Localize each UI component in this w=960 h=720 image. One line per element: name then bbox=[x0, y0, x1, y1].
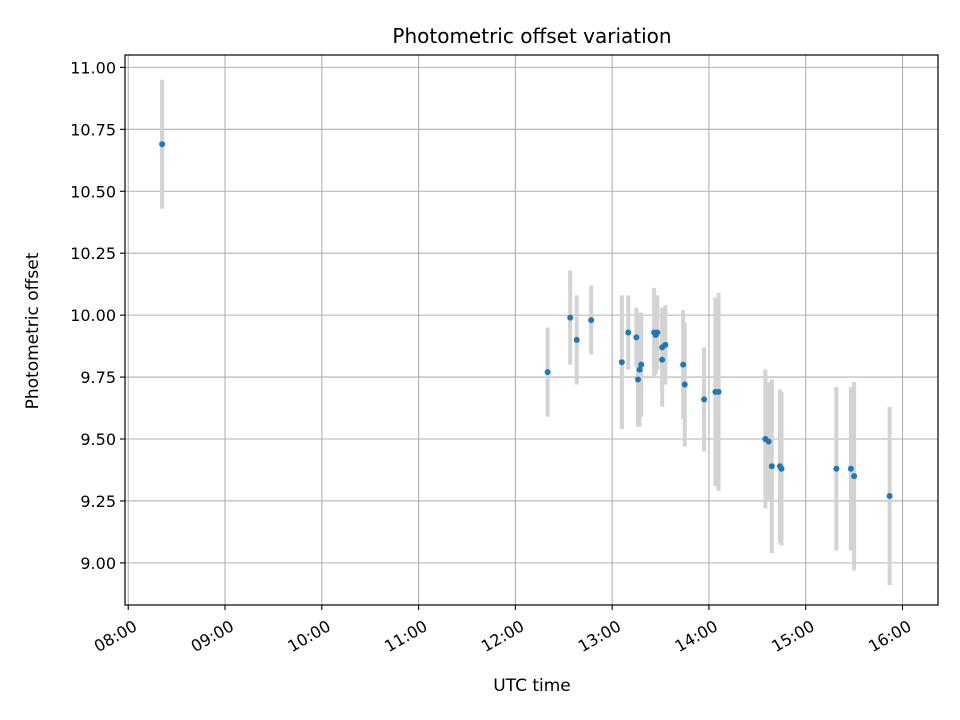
data-point bbox=[636, 366, 643, 373]
y-tick-label: 9.00 bbox=[80, 554, 116, 573]
data-point bbox=[662, 341, 669, 348]
data-point bbox=[765, 438, 772, 445]
data-point bbox=[851, 473, 858, 480]
y-tick-label: 10.50 bbox=[70, 182, 116, 201]
data-point bbox=[681, 381, 688, 388]
x-axis-label: UTC time bbox=[493, 676, 571, 696]
data-point bbox=[638, 361, 645, 368]
point-layer bbox=[159, 141, 893, 499]
y-tick-label: 9.75 bbox=[80, 368, 116, 387]
plot-frame bbox=[124, 54, 939, 606]
data-point bbox=[634, 376, 641, 383]
data-point bbox=[701, 396, 708, 403]
data-point bbox=[544, 369, 551, 376]
grid-layer bbox=[125, 55, 938, 605]
data-point bbox=[633, 334, 640, 341]
y-tick-label: 11.00 bbox=[70, 58, 116, 77]
y-tick-label: 9.50 bbox=[80, 430, 116, 449]
data-point bbox=[654, 329, 661, 336]
data-point bbox=[659, 356, 666, 363]
y-tick-label: 10.00 bbox=[70, 306, 116, 325]
y-axis-label: Photometric offset bbox=[23, 252, 43, 409]
y-axis-ticks: 9.00 9.25 9.50 9.75 10.00 10.25 10.50 10.75 11.0… bbox=[70, 58, 125, 573]
data-point bbox=[768, 463, 775, 470]
data-point bbox=[573, 336, 580, 343]
data-point bbox=[567, 314, 574, 321]
data-point bbox=[680, 361, 687, 368]
data-point bbox=[886, 492, 893, 499]
data-point bbox=[159, 141, 166, 148]
data-point bbox=[618, 359, 625, 366]
data-point bbox=[778, 465, 785, 472]
y-tick-label: 10.25 bbox=[70, 244, 116, 263]
chart-title: Photometric offset variation bbox=[392, 24, 671, 48]
data-point bbox=[847, 465, 854, 472]
data-point bbox=[715, 388, 722, 395]
data-point bbox=[588, 317, 595, 324]
data-point bbox=[833, 465, 840, 472]
data-point bbox=[625, 329, 632, 336]
y-tick-label: 10.75 bbox=[70, 120, 116, 139]
y-tick-label: 9.25 bbox=[80, 492, 116, 511]
